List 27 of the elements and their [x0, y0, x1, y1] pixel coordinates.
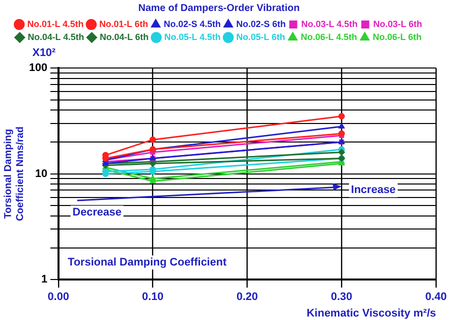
- legend-label: No.04-L 4.5th: [28, 32, 84, 42]
- legend-label: No.02-S 4.5th: [164, 18, 221, 29]
- x-tick-label: 0.40: [425, 291, 447, 304]
- annotation: Decrease: [72, 206, 122, 219]
- legend-label: No.03-L 4.5th: [301, 18, 358, 29]
- x-tick-label: 0.20: [236, 291, 258, 304]
- legend-label: No.03-L 6th: [373, 18, 422, 29]
- y-tick-label: 10: [35, 168, 48, 180]
- legend-label: No.06-L 6th: [372, 32, 422, 42]
- legend-label: No.05-L 6th: [236, 32, 286, 42]
- y-axis-title: Torsional Damping Coefficient Nms/rad: [2, 126, 26, 222]
- text: X10²: [32, 47, 56, 60]
- x-tick-label: 0.10: [142, 291, 164, 304]
- x-axis-title: Kinematic Viscosity m²/s: [306, 307, 436, 320]
- legend-label: No.04-L 6th: [100, 32, 149, 42]
- x-tick-label: 0.00: [48, 291, 70, 304]
- legend-label: No.05-L 4.5th: [164, 32, 221, 42]
- legend-label: No.01-L 4.5th: [27, 18, 84, 29]
- legend-label: No.01-L 6th: [99, 18, 148, 29]
- x-tick-label: 0.30: [330, 291, 352, 304]
- legend-title: Name of Dampers-Order Vibration: [138, 2, 300, 14]
- y-tick-label: 1: [41, 274, 48, 286]
- annotation: Increase: [351, 184, 396, 196]
- annotation: Torsional Damping Coefficient: [68, 256, 227, 269]
- legend-label: No.06-L 4.5th: [300, 32, 358, 42]
- legend-label: No.02-S 6th: [236, 18, 286, 29]
- y-tick-label: 100: [28, 62, 48, 74]
